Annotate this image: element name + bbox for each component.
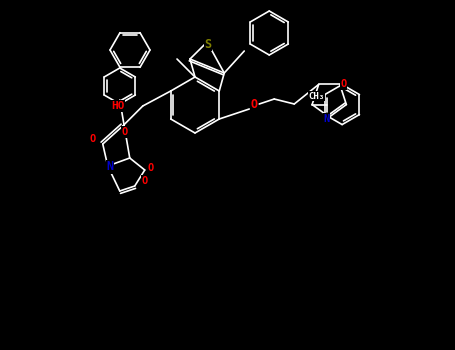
- Text: O: O: [121, 127, 128, 137]
- Text: N: N: [106, 161, 113, 174]
- Text: S: S: [205, 37, 212, 50]
- Text: O: O: [90, 134, 96, 144]
- Text: O: O: [341, 79, 347, 90]
- Text: HO: HO: [111, 101, 125, 111]
- Text: O: O: [147, 163, 154, 173]
- Text: O: O: [142, 176, 148, 186]
- Text: N: N: [323, 114, 329, 124]
- Text: O: O: [251, 98, 258, 111]
- Text: CH₃: CH₃: [308, 92, 325, 101]
